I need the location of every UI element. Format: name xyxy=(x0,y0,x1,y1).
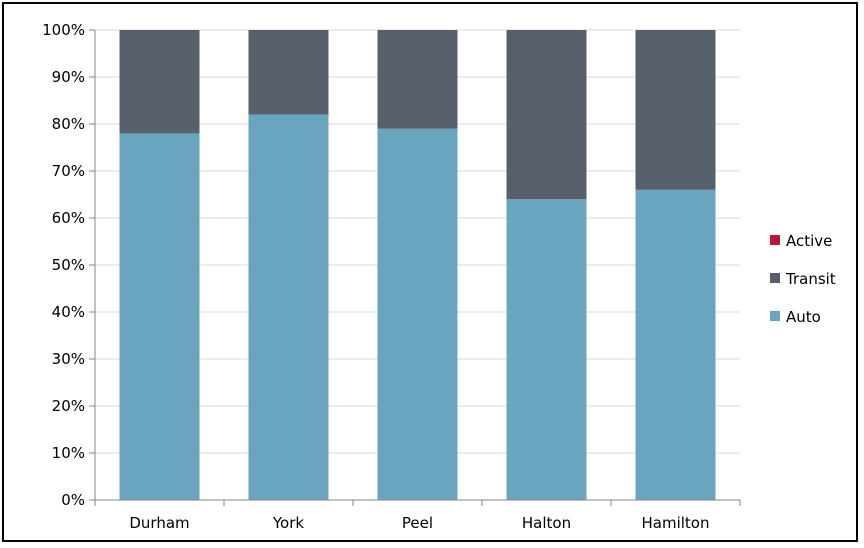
y-tick-label: 60% xyxy=(52,209,85,227)
legend: Active Transit Auto xyxy=(770,232,836,326)
bar-auto-york xyxy=(248,114,329,500)
bar-transit-halton xyxy=(506,30,587,200)
legend-label-active: Active xyxy=(786,232,832,250)
bar-auto-halton xyxy=(506,199,587,500)
y-tick-label: 100% xyxy=(42,21,85,39)
x-category-label: Durham xyxy=(129,514,189,532)
y-tick-label: 70% xyxy=(52,162,85,180)
legend-swatch-active xyxy=(770,235,780,245)
legend-label-transit: Transit xyxy=(785,270,836,288)
x-category-label: Halton xyxy=(522,514,571,532)
y-tick-label: 80% xyxy=(52,115,85,133)
x-category-label: York xyxy=(272,514,305,532)
y-tick-label: 90% xyxy=(52,68,85,86)
bar-transit-durham xyxy=(119,30,200,134)
legend-label-auto: Auto xyxy=(786,308,821,326)
y-tick-label: 30% xyxy=(52,350,85,368)
bar-transit-peel xyxy=(377,30,458,129)
bar-auto-hamilton xyxy=(635,189,716,501)
bar-auto-peel xyxy=(377,128,458,500)
y-tick-labels: 0% 10% 20% 30% 40% 50% 60% 70% 80% 90% 100% xyxy=(42,21,85,509)
legend-swatch-auto xyxy=(770,311,780,321)
x-category-label: Peel xyxy=(402,514,433,532)
y-tick-label: 10% xyxy=(52,444,85,462)
y-tick-label: 0% xyxy=(61,491,85,509)
y-tick-label: 50% xyxy=(52,256,85,274)
bar-transit-york xyxy=(248,30,329,115)
y-tick-label: 40% xyxy=(52,303,85,321)
bars xyxy=(119,30,716,501)
x-category-labels: Durham York Peel Halton Hamilton xyxy=(129,514,709,532)
x-category-label: Hamilton xyxy=(642,514,710,532)
y-tick-label: 20% xyxy=(52,397,85,415)
legend-swatch-transit xyxy=(770,273,780,283)
bar-auto-durham xyxy=(119,133,200,500)
axes xyxy=(89,29,741,506)
bar-transit-hamilton xyxy=(635,30,716,190)
